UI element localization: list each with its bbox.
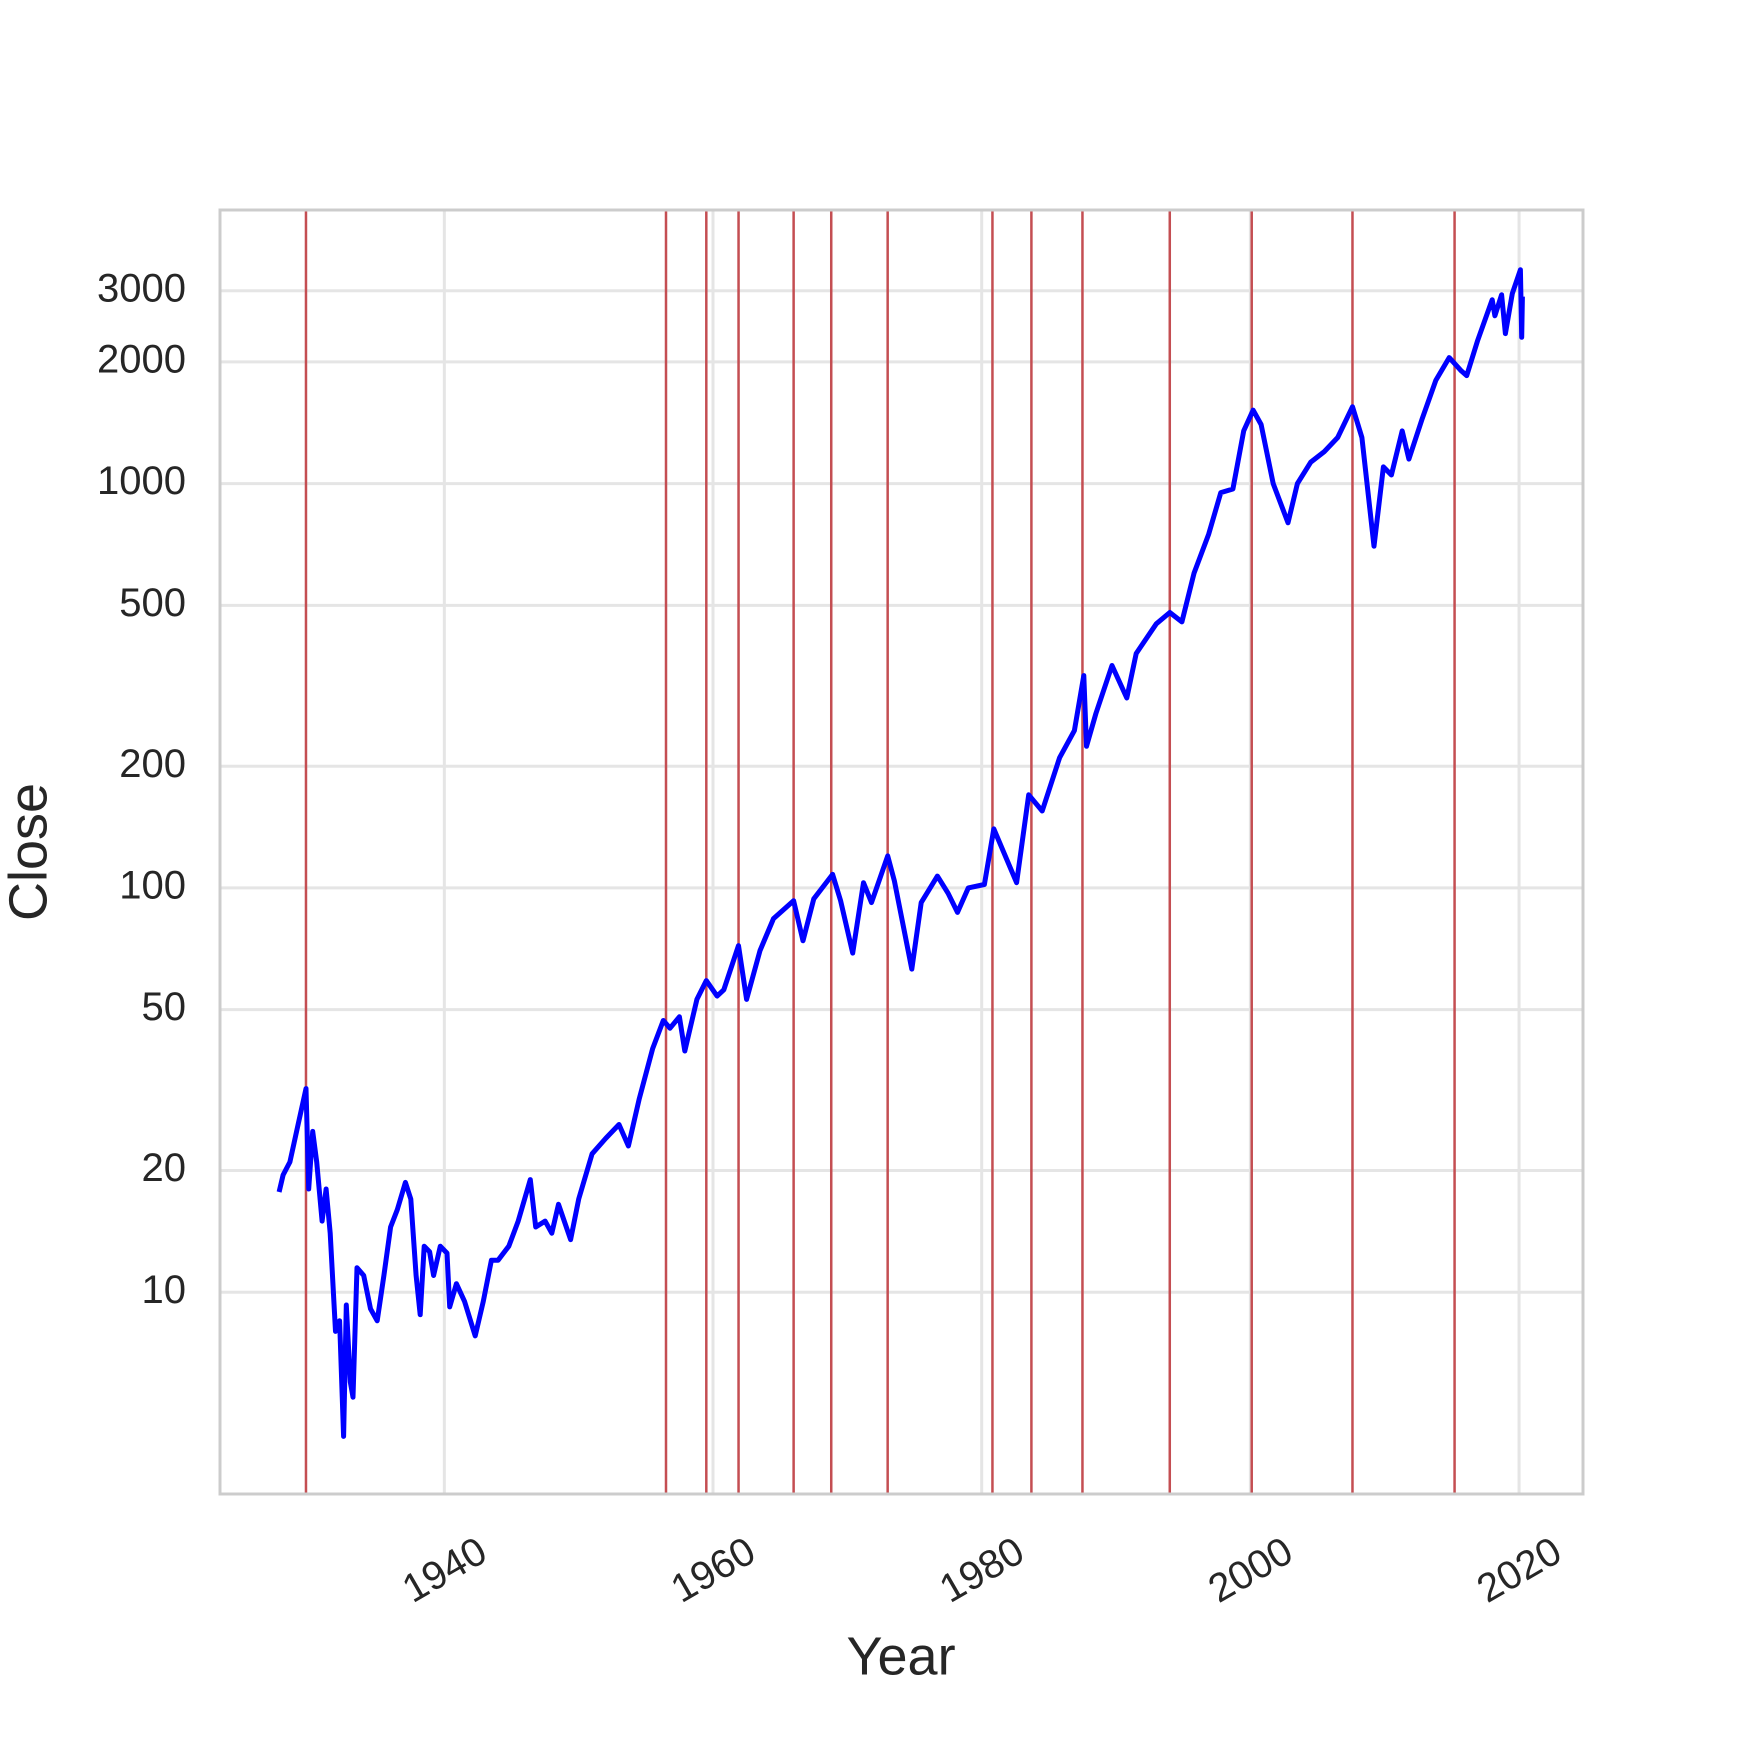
y-tick-label: 10 <box>142 1268 187 1312</box>
y-tick-label: 20 <box>142 1146 187 1190</box>
plot-frame <box>218 208 1585 1496</box>
x-axis-label: Year <box>846 1626 955 1686</box>
y-tick-label: 100 <box>119 863 186 907</box>
y-tick-label: 2000 <box>97 337 186 381</box>
y-tick-label: 200 <box>119 742 186 786</box>
y-tick-label: 500 <box>119 581 186 625</box>
y-axis-label: Close <box>0 783 58 921</box>
y-tick-label: 50 <box>142 985 187 1029</box>
y-tick-label: 1000 <box>97 459 186 503</box>
y-tick-label: 3000 <box>97 266 186 310</box>
price-line <box>276 267 1525 1439</box>
